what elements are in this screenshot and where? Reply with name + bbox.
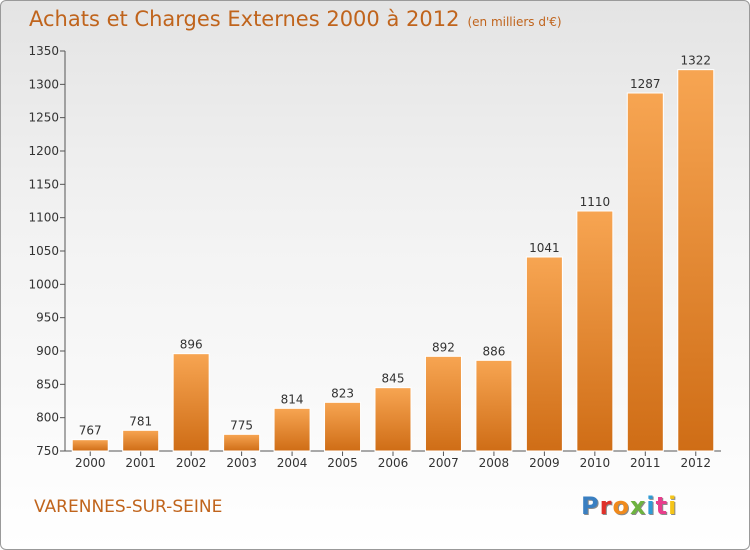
- proxiti-logo[interactable]: Proxiti: [581, 492, 677, 520]
- y-tick-label: 750: [36, 444, 59, 458]
- value-label-2005: 823: [331, 386, 354, 400]
- y-tick-label: 1350: [28, 44, 59, 58]
- bar-2003: [223, 433, 261, 452]
- bar-2006: [374, 387, 412, 452]
- x-tick-label-2010: 2010: [580, 456, 611, 470]
- value-label-2001: 781: [129, 414, 152, 428]
- x-tick-label-2007: 2007: [428, 456, 459, 470]
- chart-subtitle: (en milliers d'€): [467, 15, 562, 29]
- bar-2002: [172, 353, 210, 452]
- logo-letter: x: [629, 492, 647, 520]
- bar-2009: [525, 256, 563, 452]
- x-tick-label-2009: 2009: [529, 456, 560, 470]
- bar-2007: [424, 355, 462, 452]
- logo-letter: t: [655, 492, 669, 520]
- logo-letter: r: [599, 492, 613, 520]
- bar-2000: [71, 439, 109, 452]
- logo-letter: i: [668, 492, 678, 520]
- value-label-2011: 1287: [630, 77, 661, 91]
- bar-2010: [576, 210, 614, 452]
- value-label-2008: 886: [482, 344, 505, 358]
- value-label-2012: 1322: [680, 54, 711, 68]
- logo-letter: P: [581, 492, 600, 520]
- x-tick-label-2003: 2003: [226, 456, 257, 470]
- chart-bars: [71, 69, 715, 452]
- value-label-2003: 775: [230, 418, 253, 432]
- bar-2008: [475, 359, 513, 452]
- x-tick-label-2006: 2006: [378, 456, 409, 470]
- y-tick-label: 1000: [28, 277, 59, 291]
- title-text: Achats et Charges Externes 2000 à 2012: [29, 7, 460, 31]
- bar-2012: [677, 69, 715, 452]
- value-label-2009: 1041: [529, 241, 560, 255]
- bar-2005: [324, 401, 362, 452]
- y-tick-label: 800: [36, 411, 59, 425]
- x-tick-label-2001: 2001: [125, 456, 156, 470]
- logo-letter: o: [612, 492, 630, 520]
- logo-letter: i: [646, 492, 656, 520]
- value-label-2004: 814: [281, 392, 304, 406]
- x-tick-label-2000: 2000: [75, 456, 106, 470]
- y-tick-label: 1050: [28, 244, 59, 258]
- value-label-2002: 896: [180, 338, 203, 352]
- value-label-2010: 1110: [580, 195, 611, 209]
- x-tick-label-2008: 2008: [479, 456, 510, 470]
- bar-2004: [273, 407, 311, 452]
- chart-title: Achats et Charges Externes 2000 à 2012 (e…: [29, 7, 562, 31]
- y-tick-label: 850: [36, 377, 59, 391]
- value-label-2000: 767: [79, 424, 102, 438]
- x-tick-label-2011: 2011: [630, 456, 661, 470]
- x-tick-label-2012: 2012: [680, 456, 711, 470]
- y-tick-label: 1200: [28, 144, 59, 158]
- y-tick-label: 1100: [28, 211, 59, 225]
- city-name: VARENNES-SUR-SEINE: [34, 497, 223, 517]
- y-tick-label: 1250: [28, 111, 59, 125]
- x-tick-label-2004: 2004: [277, 456, 308, 470]
- chart-axes: 750 800 850 900 950 1000 1050 1100 1150 1200 1250 1…: [28, 44, 721, 470]
- y-tick-label: 1150: [28, 177, 59, 191]
- value-label-2006: 845: [382, 372, 405, 386]
- y-tick-label: 1300: [28, 77, 59, 91]
- value-label-2007: 892: [432, 340, 455, 354]
- y-tick-label: 900: [36, 344, 59, 358]
- x-tick-label-2005: 2005: [327, 456, 358, 470]
- bar-2011: [626, 92, 664, 452]
- chart-value-labels: 767 781 896 775 814 823 845 892 886 1041 1110 1287 1…: [79, 54, 711, 438]
- x-tick-label-2002: 2002: [176, 456, 207, 470]
- bar-2001: [122, 429, 160, 452]
- y-tick-label: 950: [36, 311, 59, 325]
